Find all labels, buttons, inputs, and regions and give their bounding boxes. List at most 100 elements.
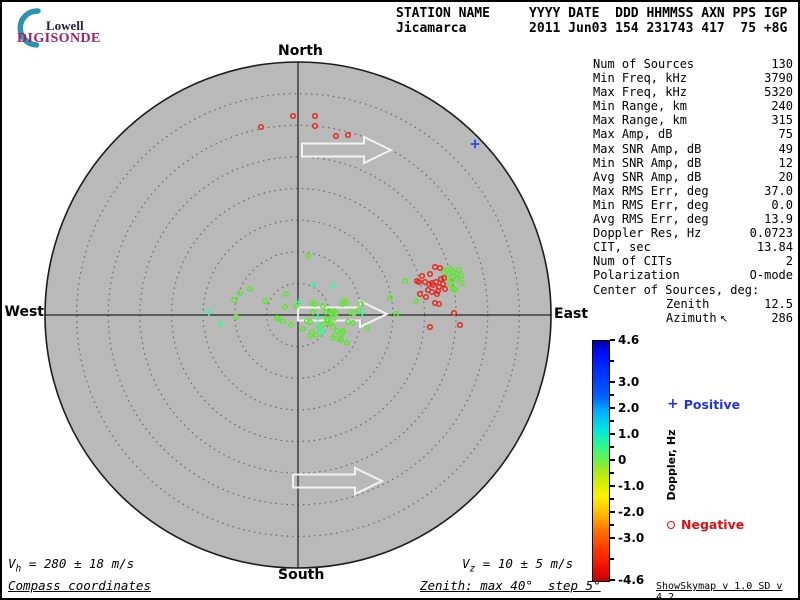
stat-row: Max Amp, dB 75: [593, 127, 793, 141]
azimuth-direction-icon: ↖: [719, 313, 728, 325]
stat-value: 75: [778, 127, 793, 142]
source-point-plus: [315, 322, 323, 330]
source-point-circle: [349, 319, 357, 327]
source-point-circle: [320, 320, 328, 328]
zenith-range-note: Zenith: max 40° step 5°: [420, 578, 601, 593]
stat-label: Doppler Res, Hz: [593, 226, 702, 241]
colorbar-minor-tick: [610, 393, 614, 396]
colorbar-tick: [610, 579, 615, 581]
stat-row: Doppler Res, Hz 0.0723: [593, 226, 793, 240]
stat-row: Num of Sources 130: [593, 57, 793, 71]
stat-value: 5320: [764, 85, 793, 100]
source-point-circle: [330, 314, 338, 322]
source-point-circle: [311, 300, 319, 308]
stat-label: Min Range, km: [593, 99, 687, 114]
source-point-circle: [339, 327, 347, 335]
source-point-circle: [436, 264, 444, 272]
stat-label: Num of CITs: [593, 254, 673, 269]
drift-arrow: [301, 135, 394, 165]
stat-label: Min Freq, kHz: [593, 71, 687, 86]
stat-value: 240: [771, 99, 793, 114]
stat-label: CIT, sec: [593, 240, 651, 255]
vertical-velocity-readout: Vz = 10 ± 5 m/s: [462, 556, 573, 575]
source-point-circle: [292, 302, 300, 310]
source-point-circle: [456, 321, 464, 329]
coordinates-note: Compass coordinates: [8, 578, 151, 593]
colorbar-gradient: [592, 340, 610, 582]
source-point-circle: [306, 318, 314, 326]
stat-row: Min SNR Amp, dB 12: [593, 156, 793, 170]
source-point-plus: [329, 282, 337, 290]
positive-marker-icon: +: [667, 396, 679, 412]
source-point-plus: [217, 320, 225, 328]
stat-row: Max RMS Err, deg 37.0: [593, 184, 793, 198]
source-point-circle: [412, 297, 420, 305]
source-point-circle: [437, 275, 445, 283]
stat-row: Avg SNR Amp, dB 20: [593, 170, 793, 184]
source-point-circle: [329, 323, 337, 331]
stat-row: Min RMS Err, deg 0.0: [593, 198, 793, 212]
stat-row: Max Freq, kHz 5320: [593, 85, 793, 99]
drift-arrow: [292, 466, 385, 496]
source-point-circle: [261, 297, 269, 305]
stat-value: 3790: [764, 71, 793, 86]
source-point-circle: [433, 290, 441, 298]
source-point-circle: [311, 112, 319, 120]
colorbar-minor-tick: [610, 419, 614, 422]
stat-value: 13.9: [764, 212, 793, 227]
colorbar-tick: [610, 485, 615, 488]
stat-label: Polarization: [593, 268, 680, 283]
source-point-circle: [458, 279, 466, 287]
source-point-circle: [306, 332, 314, 340]
colorbar-minor-tick: [610, 359, 614, 362]
stat-row: CIT, sec 13.84: [593, 240, 793, 254]
compass-label-south: South: [278, 567, 325, 583]
colorbar-tick-label: 0: [618, 453, 627, 467]
source-point-circle: [309, 308, 317, 316]
stat-value: 20: [778, 169, 793, 184]
stat-label: Max Freq, kHz: [593, 85, 687, 100]
source-point-circle: [415, 278, 423, 286]
source-point-circle: [343, 339, 351, 347]
source-point-circle: [287, 321, 295, 329]
stat-label: Min SNR Amp, dB: [593, 155, 702, 170]
source-point-circle: [357, 300, 365, 308]
stat-label: Min RMS Err, deg: [593, 197, 709, 212]
stat-label: Avg SNR Amp, dB: [593, 169, 702, 184]
stat-value: 315: [771, 113, 793, 128]
source-point-circle: [455, 266, 463, 274]
source-point-circle: [344, 131, 352, 139]
compass-label-north: North: [278, 43, 323, 59]
stat-value: 2: [785, 254, 793, 269]
stat-label: Max RMS Err, deg: [593, 183, 709, 198]
colorbar-tick-label: -1.0: [618, 479, 645, 494]
doppler-colorbar: 4.6 3.0 2.0 1.0 0 -1.0 -2.0 -3.0 -4.6: [592, 333, 662, 587]
source-point-plus: [295, 298, 303, 306]
stat-value: 13.84: [756, 240, 793, 255]
source-point-circle: [429, 281, 437, 289]
source-point-circle: [323, 315, 331, 323]
colorbar-tick: [610, 459, 615, 461]
source-point-circle: [392, 310, 400, 318]
source-point-circle: [279, 317, 287, 325]
source-point-circle: [386, 294, 394, 302]
source-point-plus: [317, 327, 325, 335]
horizontal-velocity-readout: Vh = 280 ± 18 m/s: [8, 556, 134, 575]
colorbar-minor-tick: [610, 472, 614, 475]
source-point-circle: [435, 283, 443, 291]
colorbar-tick-label: -4.6: [618, 573, 645, 587]
colorbar-minor-tick: [610, 524, 614, 527]
stat-label: Azimuth: [666, 310, 717, 325]
source-point-circle: [281, 303, 289, 311]
legend-positive: + Positive: [667, 396, 740, 412]
source-point-circle: [416, 290, 424, 298]
source-point-plus: [314, 313, 322, 321]
stat-value: 49: [778, 141, 793, 156]
source-point-circle: [426, 270, 434, 278]
source-point-plus: [309, 281, 317, 289]
source-point-plus: [318, 328, 326, 336]
colorbar-tick-label: 4.6: [618, 333, 640, 347]
stats-panel: Num of Sources 130 Min Freq, kHz 3790 Max Fr…: [593, 57, 793, 327]
stat-label: Zenith: [666, 296, 710, 311]
